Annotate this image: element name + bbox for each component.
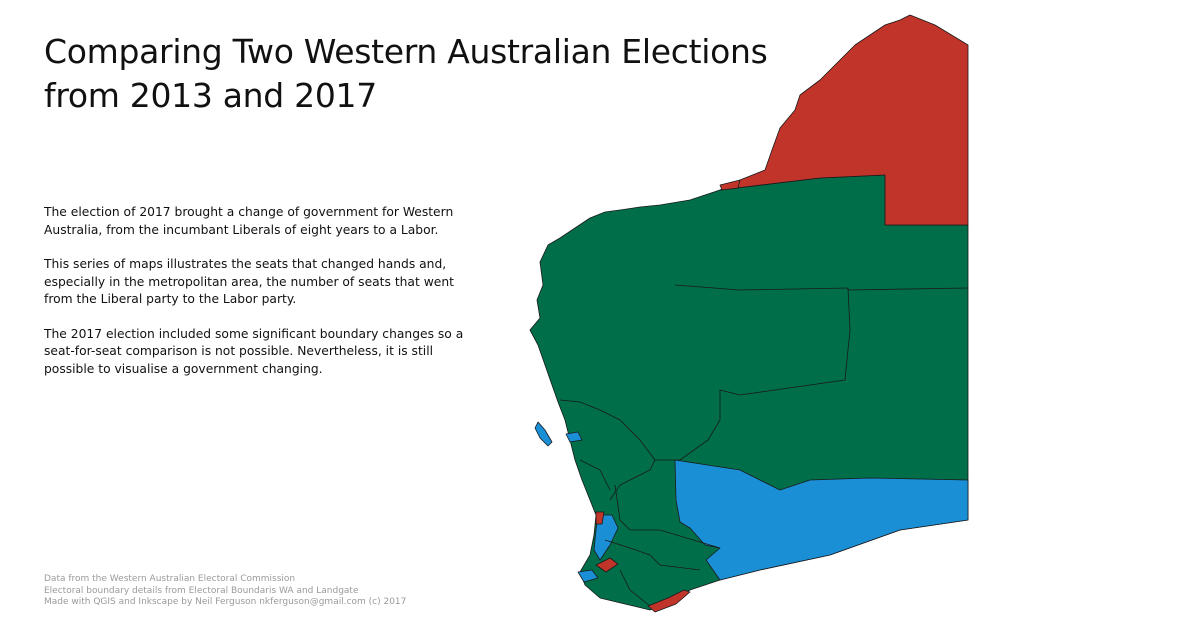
intro-paragraph: This series of maps illustrates the seat… [44,257,454,306]
region-red-pilbara-coast [719,179,741,191]
region-red-albany [647,589,691,613]
region-red-kimberley [719,14,969,226]
credit-line: Electoral boundary details from Electora… [44,585,359,596]
region-blue-island [534,421,553,447]
region-blue-coast [565,431,583,443]
title-line-2: from 2013 and 2017 [44,76,377,115]
title-line-1: Comparing Two Western Australian Electio… [44,32,768,71]
intro-paragraph: The election of 2017 brought a change of… [44,205,454,237]
region-red-metro [595,511,605,525]
region-red-peel [595,557,619,573]
credits: Data from the Western Australian Elector… [44,574,406,609]
intro-paragraph: The 2017 election included some signific… [44,326,464,376]
intro-text: The election of 2017 brought a change of… [44,204,464,395]
region-blue-metro [593,514,619,561]
page-title: Comparing Two Western Australian Electio… [44,30,768,118]
electorate-boundaries [559,284,969,607]
region-blue-goldfields [674,459,969,581]
credit-line: Made with QGIS and Inkscape by Neil Ferg… [44,597,407,607]
region-blue-southwest [577,569,599,583]
credit-line: Data from the Western Australian Elector… [44,574,296,584]
